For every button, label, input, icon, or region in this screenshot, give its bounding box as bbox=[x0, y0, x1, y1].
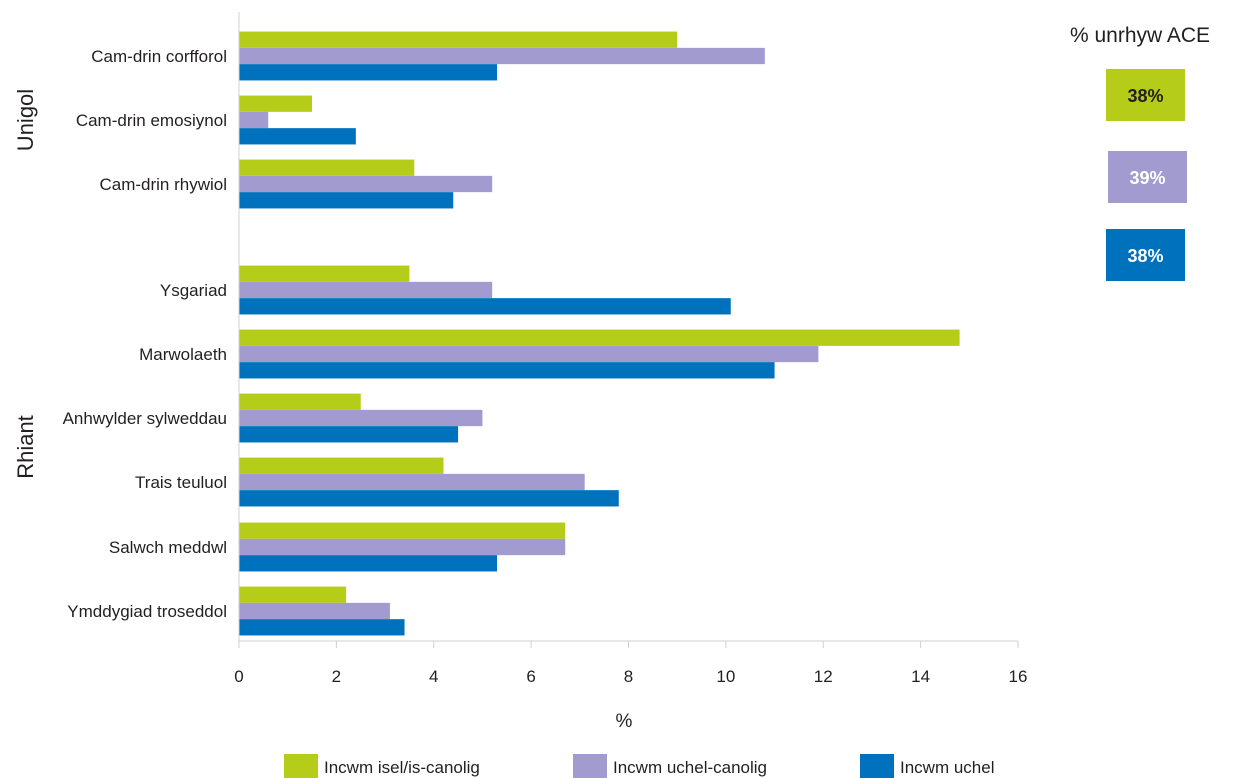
group-label: Unigol bbox=[13, 89, 38, 151]
bar bbox=[239, 298, 731, 315]
bar bbox=[239, 619, 405, 636]
ace-value-box bbox=[1108, 151, 1187, 203]
bar bbox=[239, 192, 454, 209]
ace-value-label: 38% bbox=[1127, 246, 1163, 266]
bar bbox=[239, 64, 498, 81]
category-label: Cam-drin emosiynol bbox=[76, 111, 227, 130]
ace-value-box bbox=[1106, 229, 1185, 281]
x-tick-label: 10 bbox=[716, 667, 735, 686]
category-label: Anhwylder sylweddau bbox=[63, 409, 227, 428]
x-tick-label: 8 bbox=[624, 667, 633, 686]
ace-value-box bbox=[1106, 69, 1185, 121]
legend-label: Incwm uchel-canolig bbox=[613, 758, 767, 777]
bar bbox=[239, 555, 498, 572]
bar bbox=[239, 128, 356, 145]
legend-swatch bbox=[860, 754, 894, 778]
category-label: Trais teuluol bbox=[135, 473, 227, 492]
bar bbox=[239, 159, 415, 176]
ace-value-label: 39% bbox=[1129, 168, 1165, 188]
x-tick-label: 6 bbox=[526, 667, 535, 686]
bar bbox=[239, 47, 765, 65]
bar bbox=[239, 457, 444, 474]
legend-label: Incwm uchel bbox=[900, 758, 994, 777]
bar bbox=[239, 329, 960, 346]
bar bbox=[239, 490, 619, 507]
x-tick-label: 14 bbox=[911, 667, 930, 686]
category-label: Salwch meddwl bbox=[109, 538, 227, 557]
ace-panel-title: % unrhyw ACE bbox=[1070, 24, 1210, 47]
bar bbox=[239, 95, 313, 112]
ace-value-label: 38% bbox=[1127, 86, 1163, 106]
bar bbox=[239, 409, 483, 427]
x-tick-label: 12 bbox=[814, 667, 833, 686]
x-tick-label: 4 bbox=[429, 667, 438, 686]
x-tick-label: 2 bbox=[332, 667, 341, 686]
legend-swatch bbox=[573, 754, 607, 778]
bar bbox=[239, 602, 390, 620]
legend-swatch bbox=[284, 754, 318, 778]
category-label: Cam-drin rhywiol bbox=[99, 175, 227, 194]
bar bbox=[239, 393, 361, 410]
bar bbox=[239, 31, 678, 48]
category-label: Ysgariad bbox=[160, 281, 227, 300]
bar bbox=[239, 426, 459, 443]
bar bbox=[239, 111, 269, 129]
x-tick-label: 0 bbox=[234, 667, 243, 686]
bar bbox=[239, 522, 566, 539]
category-label: Marwolaeth bbox=[139, 345, 227, 364]
legend-label: Incwm isel/is-canolig bbox=[324, 758, 480, 777]
bar bbox=[239, 586, 347, 603]
group-label: Rhiant bbox=[13, 415, 38, 479]
bar bbox=[239, 473, 585, 491]
category-label: Ymddygiad troseddol bbox=[67, 602, 227, 621]
bar bbox=[239, 175, 493, 193]
category-label: Cam-drin corfforol bbox=[91, 47, 227, 66]
x-axis-label: % bbox=[616, 711, 633, 732]
bar bbox=[239, 265, 410, 282]
bar bbox=[239, 281, 493, 299]
bar bbox=[239, 345, 819, 363]
bar bbox=[239, 538, 566, 556]
x-tick-label: 16 bbox=[1009, 667, 1028, 686]
bar bbox=[239, 362, 775, 379]
